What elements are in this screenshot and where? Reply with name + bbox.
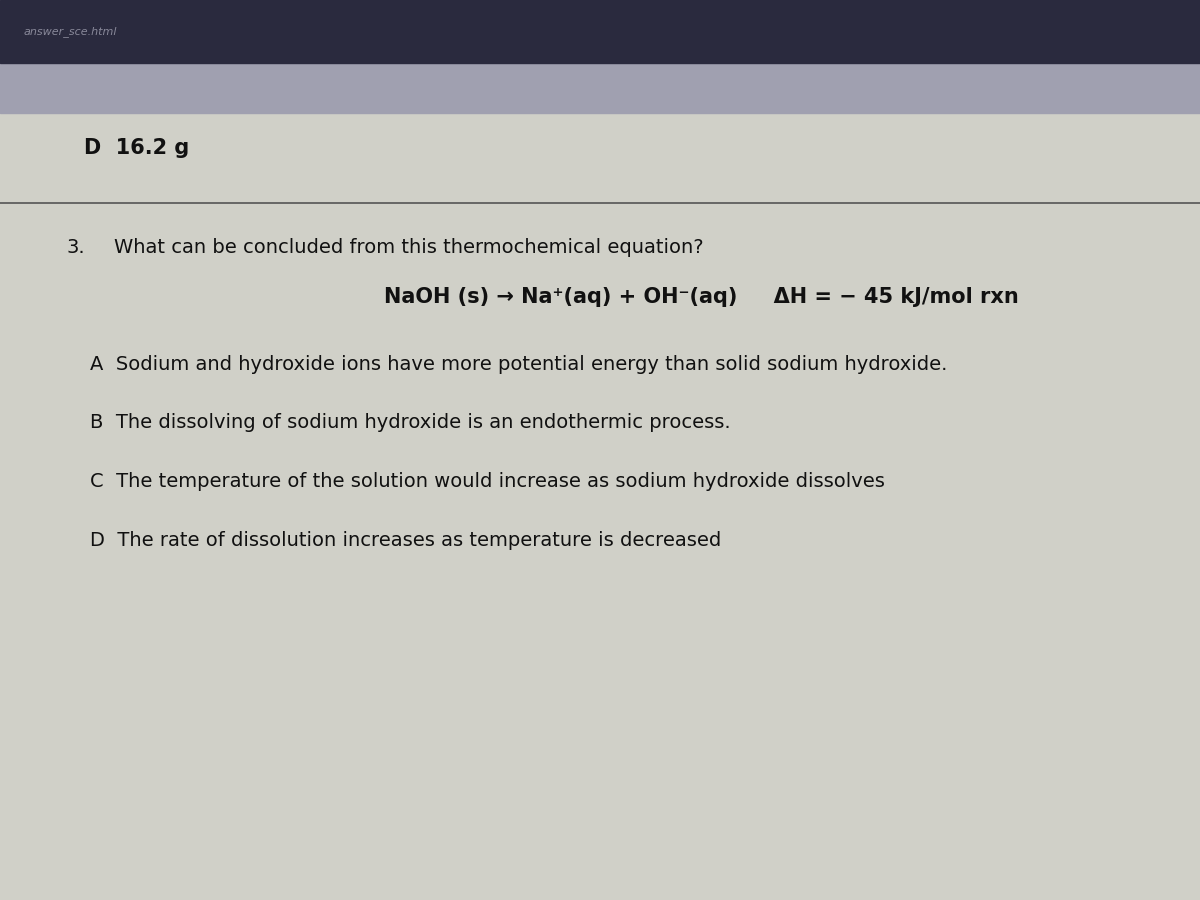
Text: What can be concluded from this thermochemical equation?: What can be concluded from this thermoch… [114,238,703,257]
Text: D  16.2 g: D 16.2 g [84,139,190,158]
Text: D  The rate of dissolution increases as temperature is decreased: D The rate of dissolution increases as t… [90,530,721,550]
Text: A  Sodium and hydroxide ions have more potential energy than solid sodium hydrox: A Sodium and hydroxide ions have more po… [90,355,947,374]
Text: 3.: 3. [66,238,85,257]
Text: C  The temperature of the solution would increase as sodium hydroxide dissolves: C The temperature of the solution would … [90,472,884,491]
Text: answer_sce.html: answer_sce.html [24,26,118,37]
Text: B  The dissolving of sodium hydroxide is an endothermic process.: B The dissolving of sodium hydroxide is … [90,413,731,433]
Text: NaOH (s) → Na⁺(aq) + OH⁻(aq)     ΔH = − 45 kJ/mol rxn: NaOH (s) → Na⁺(aq) + OH⁻(aq) ΔH = − 45 k… [384,287,1019,307]
